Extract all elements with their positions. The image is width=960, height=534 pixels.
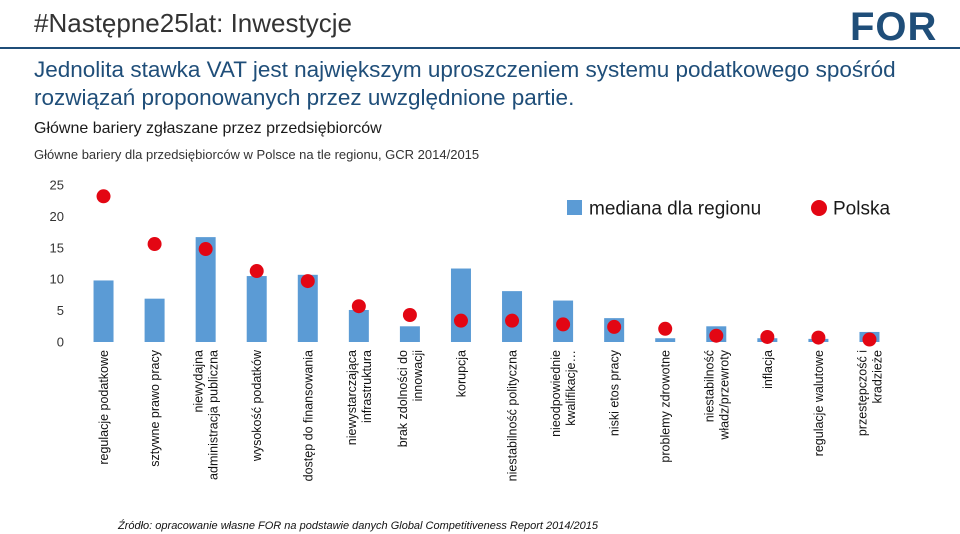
x-category-label: problemy zdrowotne xyxy=(659,350,673,463)
x-category-label: dostęp do finansowania xyxy=(301,350,315,481)
bar-mediana xyxy=(93,280,114,342)
point-polska xyxy=(147,237,162,252)
y-tick-label: 25 xyxy=(50,178,64,193)
bar-mediana xyxy=(297,274,318,342)
point-polska xyxy=(402,307,417,322)
y-tick-label: 5 xyxy=(57,303,64,318)
x-category-label: kwalifikacje… xyxy=(564,350,578,426)
bar-mediana xyxy=(450,268,471,342)
y-tick-label: 20 xyxy=(50,209,64,224)
legend-label-mediana: mediana dla regionu xyxy=(589,199,761,220)
x-category-label: niestabilność polityczna xyxy=(506,350,520,481)
header-divider xyxy=(0,47,960,49)
x-category-label: regulacje podatkowe xyxy=(97,350,111,465)
x-category-label: niski etos pracy xyxy=(608,349,622,436)
bar-mediana xyxy=(246,276,267,342)
x-category-label: korupcja xyxy=(454,350,468,397)
bar-mediana xyxy=(348,309,369,342)
x-category-label: administracja publiczna xyxy=(207,350,221,480)
y-tick-label: 10 xyxy=(50,272,64,287)
legend-swatch-mediana xyxy=(567,200,582,215)
x-category-label: innowacji xyxy=(411,350,425,401)
legend-label-polska: Polska xyxy=(833,199,890,220)
bar-mediana xyxy=(399,326,420,342)
y-tick-label: 15 xyxy=(50,240,64,255)
point-polska xyxy=(811,330,826,345)
x-category-label: niestabilność xyxy=(702,350,716,422)
x-category-label: niewystarczająca xyxy=(345,350,359,445)
point-polska xyxy=(351,299,366,314)
x-category-label: kradzieże xyxy=(870,350,884,404)
x-category-label: regulacje walutowe xyxy=(812,350,826,456)
source-note: Źródło: opracowanie własne FOR na podsta… xyxy=(118,520,598,532)
point-polska xyxy=(556,317,571,332)
point-polska xyxy=(862,332,877,347)
x-category-label: niewydajna xyxy=(192,350,206,413)
x-category-label: władz/przewroty xyxy=(717,349,731,440)
point-polska xyxy=(760,329,775,344)
x-category-label: brak zdolności do xyxy=(396,350,410,447)
y-tick-label: 0 xyxy=(57,335,64,350)
x-category-label: nieodpowiednie xyxy=(549,350,563,437)
bar-mediana xyxy=(655,338,676,342)
headline: Jednolita stawka VAT jest największym up… xyxy=(34,57,896,110)
point-polska xyxy=(658,321,673,336)
x-category-label: sztywne prawo pracy xyxy=(148,349,162,466)
bar-mediana xyxy=(195,237,216,342)
point-polska xyxy=(198,242,213,257)
point-polska xyxy=(453,313,468,328)
chart-title: Główne bariery dla przedsiębiorców w Pol… xyxy=(34,147,480,162)
x-category-label: inflacja xyxy=(761,350,775,389)
point-polska xyxy=(300,274,315,289)
x-category-label: wysokość podatków xyxy=(250,349,264,462)
point-polska xyxy=(607,319,622,334)
x-category-label: infrastruktura xyxy=(360,350,374,423)
page-hashtag-title: #Następne25lat: Inwestycje xyxy=(34,8,352,38)
subheadline: Główne bariery zgłaszane przez przedsięb… xyxy=(34,120,382,137)
point-polska xyxy=(96,189,111,204)
logo-text: FOR xyxy=(850,5,937,46)
point-polska xyxy=(249,264,264,279)
legend-swatch-polska xyxy=(811,200,827,216)
for-logo: FOR xyxy=(850,5,937,46)
bar-mediana xyxy=(144,298,165,342)
point-polska xyxy=(709,328,724,343)
x-category-label: przestępczość i xyxy=(855,350,869,436)
point-polska xyxy=(505,313,520,328)
